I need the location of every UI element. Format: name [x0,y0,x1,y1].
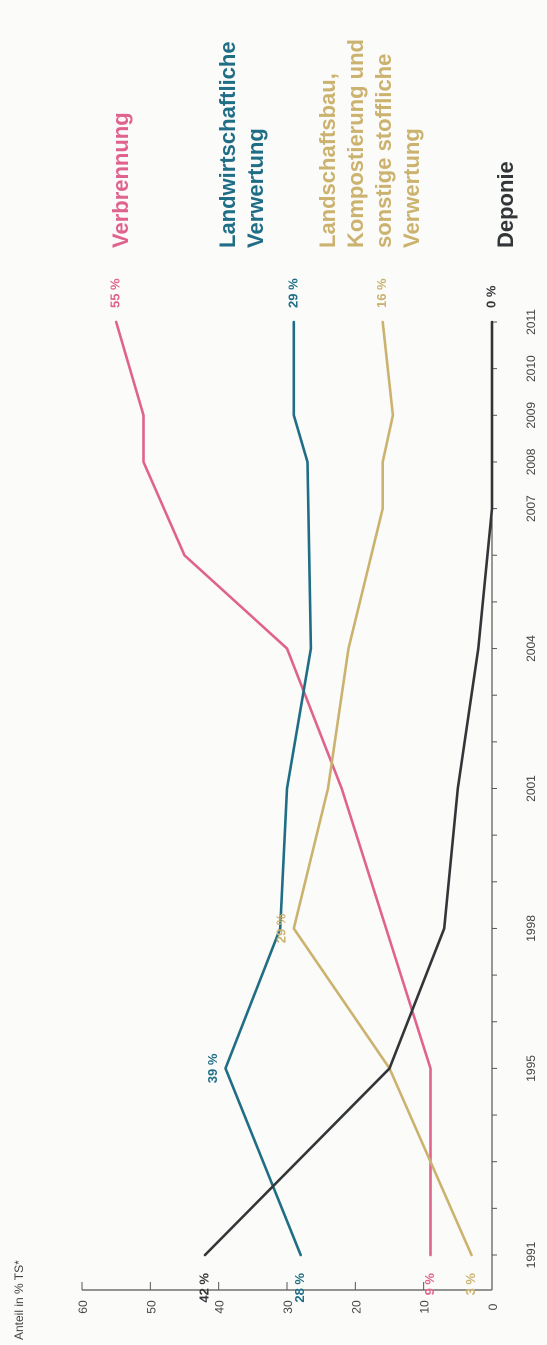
data-label: 16 % [374,278,389,308]
y-axis-title: Anteil in % TS* [12,1260,26,1340]
data-label: 0 % [483,285,498,308]
year-tick-label: 1998 [524,915,538,942]
series-line-3 [203,320,494,1257]
value-tick-label: 0 [486,1303,500,1310]
value-tick-label: 50 [144,1300,158,1314]
data-label: 28 % [292,1273,307,1303]
year-tick-label: 2010 [524,355,538,382]
value-tick-label: 20 [349,1300,363,1314]
axes: 0 10 20 30 40 50 60 1991 1995 1998 2001 2004 2007 200… [76,309,538,1314]
year-tick-label: 2009 [524,402,538,429]
data-label: 29 % [285,278,300,308]
series-line-0 [114,320,432,1257]
data-label: 42 % [196,1273,211,1303]
year-tick-label: 2007 [524,495,538,522]
legend-label: Verwertung [399,128,424,248]
legend-label: Verbrennung [108,112,133,248]
data-label: 29 % [273,913,288,943]
legend-label: Deponie [493,161,518,248]
year-tick-label: 1991 [524,1241,538,1268]
data-label: 55 % [108,278,123,308]
y-axis-title-text: Anteil in % TS* [12,1260,26,1340]
series-lines: 9 % 55 % 28 % 39 % 29 % 3 % 29 % 16 % 42 % 0 % [108,278,499,1303]
legend-label: sonstige stoffliche [371,54,396,248]
value-tick-label: 60 [76,1300,90,1314]
legend-label: Verwertung [243,128,268,248]
legend-label: Landwirtschaftliche [215,41,240,248]
value-tick-label: 30 [281,1300,295,1314]
value-tick-label: 40 [213,1300,227,1314]
data-label: 39 % [205,1053,220,1083]
legend-label: Landschaftsbau, [315,73,340,248]
year-tick-label: 2004 [524,635,538,662]
year-tick-label: 2008 [524,448,538,475]
data-label: 9 % [422,1273,437,1296]
year-tick-label: 2001 [524,775,538,802]
legend: Verbrennung Landwirtschaftliche Verwertung… [108,39,518,248]
series-line-1 [224,320,313,1257]
value-tick-label: 10 [418,1300,432,1314]
year-tick-label: 1995 [524,1055,538,1082]
legend-label: Kompostierung und [343,39,368,248]
series-line-2 [292,320,473,1257]
data-label: 3 % [463,1273,478,1296]
year-tick-label: 2011 [524,309,538,335]
